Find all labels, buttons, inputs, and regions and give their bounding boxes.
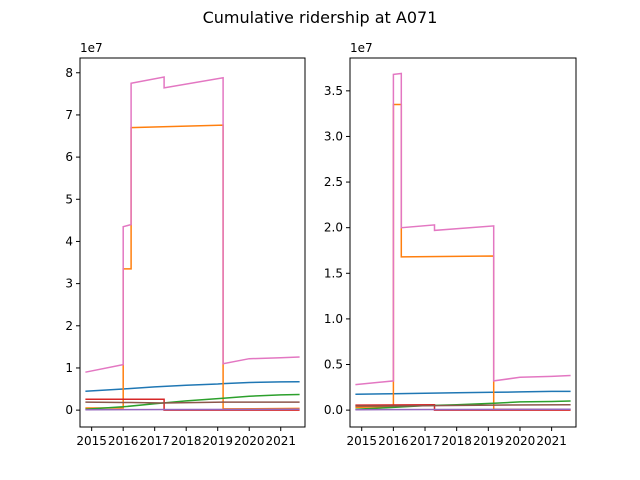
right-y-tick-label: 0.0 (324, 403, 343, 417)
left-y-tick-label: 4 (65, 234, 73, 248)
right-y-tick-label: 3.5 (324, 84, 343, 98)
left-x-tick-label: 2018 (171, 434, 202, 448)
left-y-tick-label: 6 (65, 150, 73, 164)
left-series-line-6 (85, 401, 300, 404)
right-x-tick-label: 2018 (441, 434, 472, 448)
right-y-tick-label: 0.5 (324, 358, 343, 372)
left-y-tick-label: 8 (65, 66, 73, 80)
left-series-line-3 (85, 393, 300, 411)
right-y-tick-label: 2.5 (324, 175, 343, 189)
left-y-tick-label: 7 (65, 108, 73, 122)
left-y-tick-label: 0 (65, 403, 73, 417)
left-x-tick-label: 2016 (108, 434, 139, 448)
right-x-tick-label: 2019 (473, 434, 504, 448)
right-y-axis-ticks: 0.0 0.5 1.0 1.5 2.0 2.5 3.0 3.5 (324, 84, 350, 417)
right-x-axis-ticks: 2015 2016 2017 2018 2019 2020 2021 (346, 427, 567, 448)
left-subplot: 2015 2016 2017 2018 2019 2020 2021 0 1 2 3 4 5 6 7 8 1… (65, 41, 306, 448)
left-y-exponent-label: 1e7 (80, 41, 103, 55)
right-y-tick-label: 1.5 (324, 266, 343, 280)
right-x-tick-label: 2021 (536, 434, 567, 448)
right-y-tick-label: 2.0 (324, 221, 343, 235)
right-plot-frame (349, 57, 577, 428)
right-series-line-5 (355, 408, 571, 411)
left-x-tick-label: 2017 (139, 434, 170, 448)
right-y-tick-label: 3.0 (324, 129, 343, 143)
right-series-line-7 (355, 72, 571, 386)
left-y-tick-label: 1 (65, 361, 73, 375)
right-x-tick-label: 2020 (505, 434, 536, 448)
right-subplot: 2015 2016 2017 2018 2019 2020 2021 0.0 0.5 1.0 1.… (324, 41, 577, 448)
right-x-tick-label: 2017 (410, 434, 441, 448)
right-series-line-6 (355, 403, 571, 407)
left-x-tick-label: 2020 (234, 434, 265, 448)
right-series-line-1 (355, 390, 571, 395)
chart-title: Cumulative ridership at A071 (203, 8, 438, 27)
right-x-tick-label: 2015 (346, 434, 377, 448)
left-y-tick-label: 5 (65, 192, 73, 206)
left-x-tick-label: 2021 (265, 434, 296, 448)
left-x-tick-label: 2019 (202, 434, 233, 448)
left-y-tick-label: 2 (65, 319, 73, 333)
left-plot-frame (79, 57, 306, 428)
right-series-lines (355, 72, 571, 411)
right-y-exponent-label: 1e7 (350, 41, 373, 55)
left-series-lines (85, 76, 300, 411)
right-series-line-3 (355, 400, 571, 410)
left-series-line-1 (85, 380, 300, 392)
left-x-axis-ticks: 2015 2016 2017 2018 2019 2020 2021 (76, 427, 296, 448)
right-x-tick-label: 2016 (378, 434, 409, 448)
left-y-axis-ticks: 0 1 2 3 4 5 6 7 8 (65, 66, 80, 417)
left-y-tick-label: 3 (65, 277, 73, 291)
right-y-tick-label: 1.0 (324, 312, 343, 326)
left-series-line-7 (85, 76, 300, 373)
left-x-tick-label: 2015 (76, 434, 107, 448)
